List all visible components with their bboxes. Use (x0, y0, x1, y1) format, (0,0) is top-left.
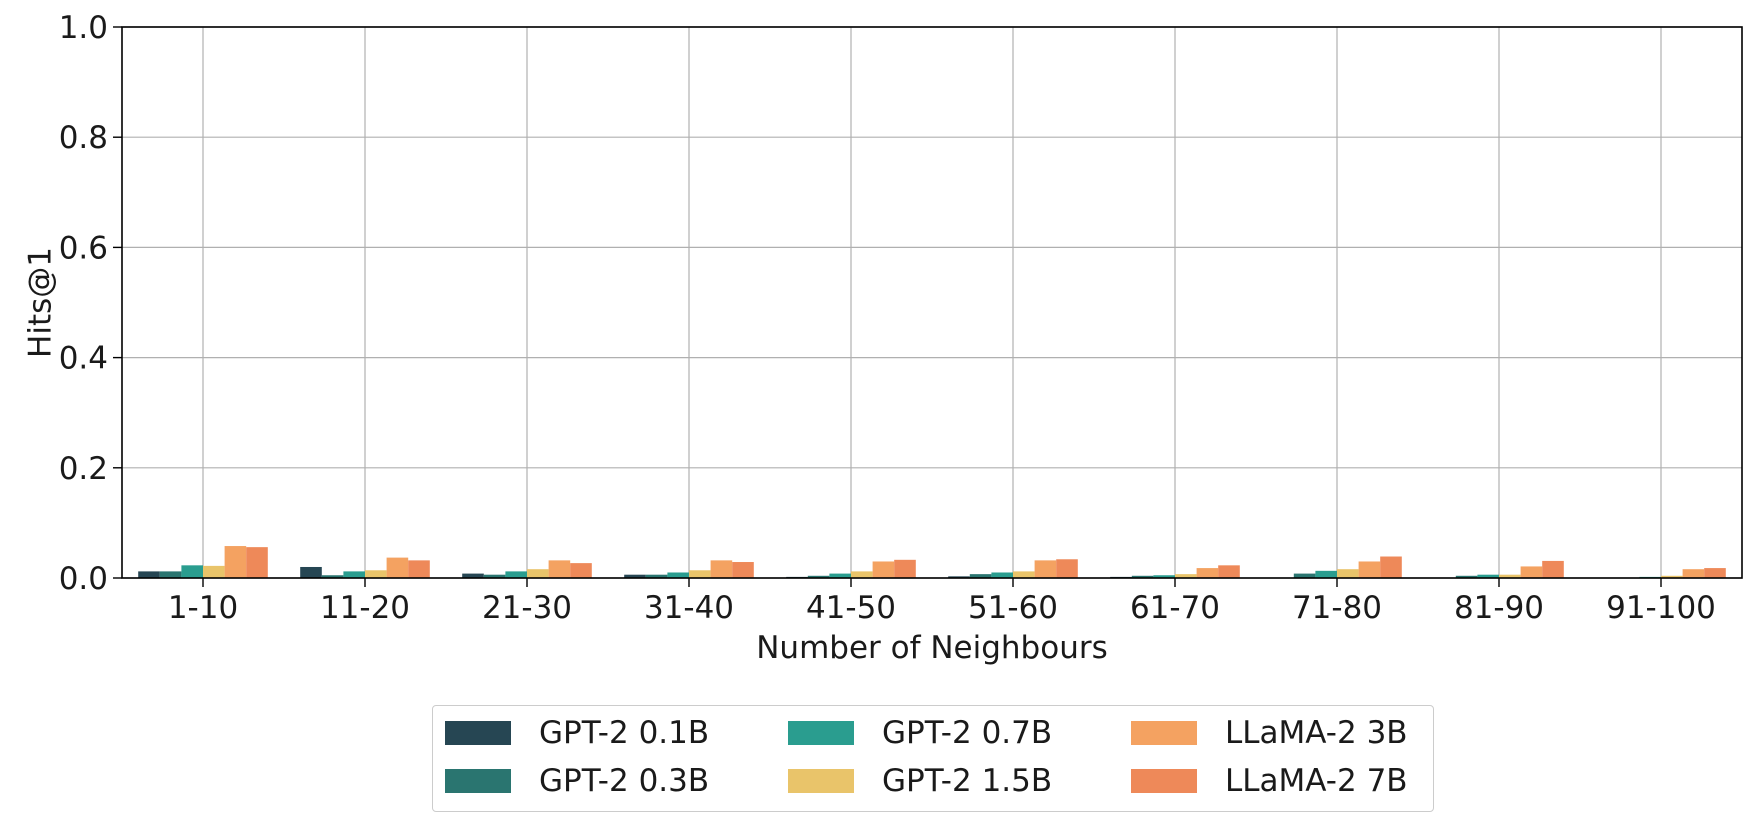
legend-label: GPT-2 1.5B (882, 763, 1053, 799)
bar (689, 570, 711, 578)
bar (527, 569, 549, 578)
bar (1499, 574, 1521, 578)
bar (991, 572, 1013, 578)
x-tick-label: 41-50 (806, 590, 896, 626)
legend-swatch (788, 721, 854, 745)
legend-item: GPT-2 1.5B (788, 763, 1053, 799)
bar (1358, 561, 1381, 578)
bar (300, 566, 322, 578)
bar (1131, 575, 1154, 578)
legend-label: LLaMA-2 7B (1225, 763, 1408, 799)
bar (321, 575, 344, 578)
y-tick-label: 0.0 (59, 561, 108, 597)
legend-item: GPT-2 0.3B (445, 763, 710, 799)
axis-ticks: 0.0 0.2 0.4 0.6 0.8 1.0 1-10 11-20 21-30 31-40 41-… (59, 10, 1716, 626)
x-tick-label: 51-60 (968, 590, 1058, 626)
bar (1682, 569, 1705, 578)
legend: GPT-2 0.1B GPT-2 0.3B GPT-2 0.7B GPT-2 1.5B… (432, 705, 1434, 812)
bar (1380, 556, 1402, 578)
bar (807, 575, 830, 578)
bar (1013, 571, 1035, 578)
bar (1034, 560, 1057, 578)
bar (343, 571, 365, 578)
bar (851, 571, 873, 578)
legend-label: GPT-2 0.3B (539, 763, 710, 799)
bar (1455, 575, 1478, 578)
x-tick-label: 91-100 (1606, 590, 1716, 626)
x-tick-label: 61-70 (1130, 590, 1220, 626)
bar (365, 570, 387, 578)
bar (948, 576, 970, 578)
bar (570, 563, 592, 578)
bar (1315, 570, 1337, 578)
bar (1196, 568, 1219, 578)
bar (462, 573, 484, 578)
legend-item: GPT-2 0.1B (445, 715, 710, 751)
bar (1477, 574, 1499, 578)
bar (1056, 559, 1078, 578)
x-tick-label: 1-10 (168, 590, 238, 626)
bar (710, 560, 733, 578)
y-tick-label: 0.2 (59, 451, 108, 487)
bar (1175, 574, 1197, 578)
x-tick-label: 81-90 (1454, 590, 1544, 626)
y-axis-label: Hits@1 (23, 247, 59, 358)
bar (138, 571, 160, 578)
bar (667, 572, 689, 578)
x-tick-label: 11-20 (320, 590, 410, 626)
bar (829, 573, 851, 578)
bar (1293, 573, 1316, 578)
bars-group (138, 546, 1726, 578)
bar (1661, 575, 1683, 578)
bar (1153, 575, 1175, 578)
legend-label: LLaMA-2 3B (1225, 715, 1408, 751)
bar (246, 547, 268, 578)
bar (203, 565, 225, 578)
bar (894, 559, 916, 578)
bar (1704, 568, 1726, 578)
bar (548, 560, 571, 578)
bar (1337, 569, 1359, 578)
grid-lines (122, 26, 1742, 579)
bar (224, 546, 247, 578)
legend-swatch (445, 721, 511, 745)
legend-swatch (1131, 721, 1197, 745)
legend-item: GPT-2 0.7B (788, 715, 1053, 751)
bar (505, 571, 527, 578)
bar (872, 561, 895, 578)
legend-swatch (445, 769, 511, 793)
bar (181, 565, 203, 578)
y-tick-label: 0.6 (59, 230, 108, 266)
x-tick-label: 21-30 (482, 590, 572, 626)
legend-item: LLaMA-2 3B (1131, 715, 1408, 751)
bar (645, 574, 668, 578)
legend-item: LLaMA-2 7B (1131, 763, 1408, 799)
y-tick-label: 1.0 (59, 10, 108, 46)
y-tick-label: 0.4 (59, 341, 108, 377)
bar (969, 574, 992, 578)
bar (159, 571, 182, 578)
bar (1218, 565, 1240, 578)
bar (1542, 560, 1564, 578)
plot-frame (121, 26, 1743, 579)
x-tick-label: 31-40 (644, 590, 734, 626)
bar (1520, 566, 1543, 578)
bar (408, 560, 430, 578)
bar (386, 557, 409, 578)
bar (483, 574, 506, 578)
x-axis-label: Number of Neighbours (756, 630, 1108, 666)
bar (624, 574, 646, 578)
legend-swatch (1131, 769, 1197, 793)
x-tick-label: 71-80 (1292, 590, 1382, 626)
legend-label: GPT-2 0.7B (882, 715, 1053, 751)
bar (732, 562, 754, 578)
legend-swatch (788, 769, 854, 793)
y-tick-label: 0.8 (59, 120, 108, 156)
legend-label: GPT-2 0.1B (539, 715, 710, 751)
